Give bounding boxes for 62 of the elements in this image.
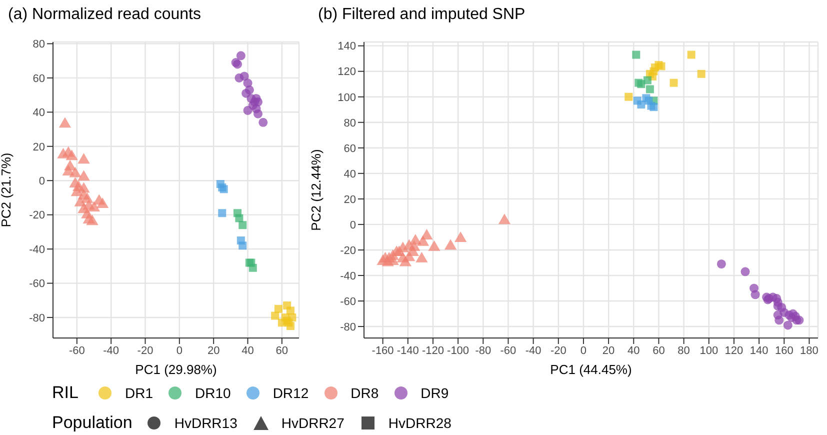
y-tick-label: 80: [344, 117, 356, 130]
x-tick-label: -100: [447, 344, 470, 357]
y-tick-label: 20: [344, 194, 356, 206]
x-axis-title: PC1 (29.98%): [135, 362, 217, 377]
y-tick-label: -40: [340, 270, 356, 282]
x-tick-label: 120: [724, 344, 744, 357]
x-tick-label: 40: [242, 344, 254, 357]
x-tick-label: 20: [207, 344, 220, 357]
legend-title: RIL: [52, 383, 80, 403]
chart-title: (a) Normalized read counts: [8, 6, 201, 24]
x-tick-label: -120: [422, 344, 444, 357]
y-tick-label: -20: [29, 210, 45, 222]
chart-title: (b) Filtered and imputed SNP: [318, 6, 526, 24]
legend-label: DR8: [350, 385, 379, 401]
x-tick-label: 20: [602, 344, 615, 357]
y-tick-label: -80: [340, 321, 356, 334]
y-tick-label: -40: [29, 244, 45, 256]
y-tick-label: 100: [338, 92, 356, 104]
y-tick-label: 0: [38, 175, 45, 188]
text: HvDRR28: [388, 415, 452, 431]
x-tick-label: 60: [652, 344, 665, 357]
x-tick-label: 80: [678, 344, 690, 357]
y-tick-label: 60: [32, 72, 45, 85]
y-tick-label: 120: [338, 66, 356, 78]
x-tick-label: 0: [580, 344, 587, 357]
text: HvDRR27: [281, 415, 344, 431]
y-tick-label: 80: [32, 38, 45, 51]
x-tick-label: -140: [396, 344, 419, 357]
x-tick-label: -80: [475, 344, 492, 357]
x-tick-label: -20: [550, 344, 566, 357]
y-tick-label: -20: [340, 244, 356, 257]
x-tick-label: 160: [774, 344, 794, 357]
y-tick-label: 40: [32, 107, 45, 120]
x-tick-label: 60: [276, 344, 288, 357]
y-tick-label: 60: [344, 142, 356, 155]
y-tick-label: 140: [338, 40, 356, 53]
x-axis-title: PC1 (44.45%): [550, 362, 632, 377]
y-tick-label: 20: [32, 141, 45, 154]
y-tick-label: 40: [344, 168, 356, 180]
x-tick-label: 140: [750, 344, 768, 357]
y-tick-label: -60: [340, 296, 356, 308]
x-tick-label: 0: [176, 344, 182, 357]
legend-label: DR12: [272, 385, 309, 401]
x-tick-label: 100: [700, 344, 718, 357]
x-tick-label: -40: [525, 344, 542, 357]
x-tick-label: -40: [103, 344, 120, 357]
x-tick-label: -160: [372, 344, 394, 357]
text: HvDRR13: [174, 415, 238, 431]
y-tick-label: -60: [29, 278, 45, 290]
text: Population: [52, 413, 132, 433]
legend-label: DR1: [125, 385, 154, 401]
y-axis-title: PC2 (12.44%): [308, 149, 324, 231]
x-tick-label: -60: [68, 344, 85, 357]
x-tick-label: 40: [628, 344, 640, 357]
x-tick-label: -20: [137, 344, 154, 357]
y-axis-title: PC2 (21.7%): [0, 152, 14, 228]
legend-label: DR9: [420, 385, 449, 401]
y-tick-label: 0: [350, 219, 356, 232]
x-tick-label: -60: [500, 344, 516, 357]
legend-label: DR10: [195, 385, 231, 401]
y-tick-label: -80: [29, 312, 45, 324]
x-tick-label: 180: [800, 344, 818, 357]
